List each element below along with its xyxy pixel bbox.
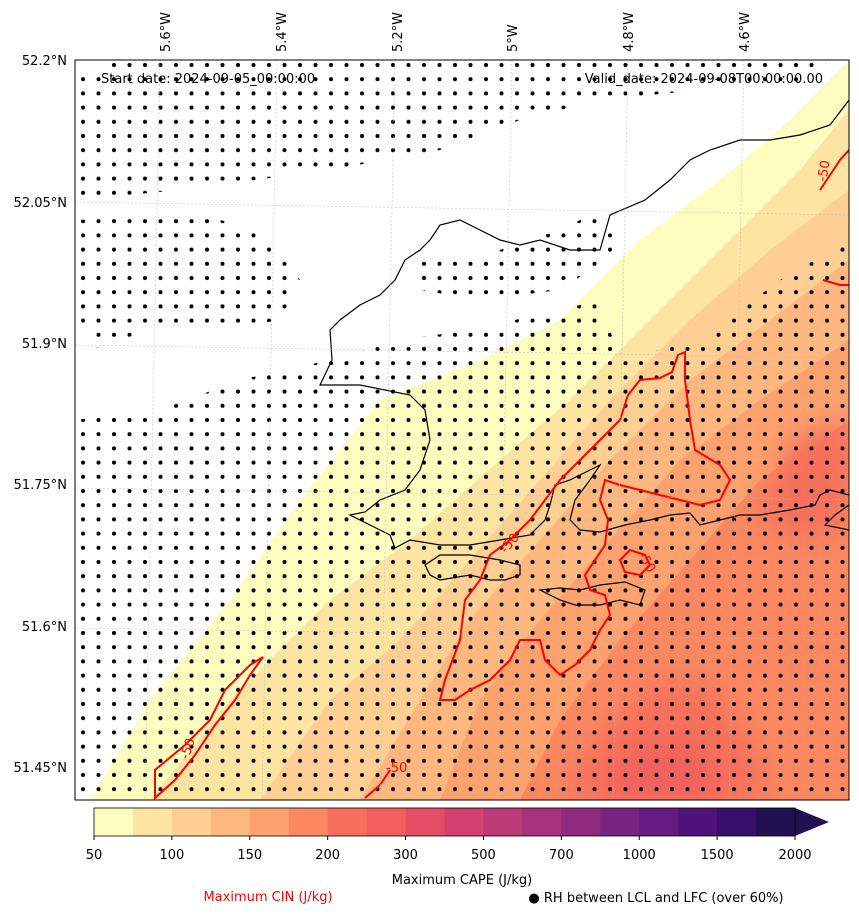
contour-label-1: -50 xyxy=(178,736,199,761)
lat-label-2: 52.05°N xyxy=(14,196,67,211)
colorbar-swatch xyxy=(483,808,523,836)
lon-label-6: 4.6°W xyxy=(738,12,753,52)
lon-label-4: 5°W xyxy=(506,24,521,52)
map-panel xyxy=(75,60,849,800)
colorbar-tick-label: 50 xyxy=(86,848,103,863)
colorbar-swatch xyxy=(717,808,757,836)
contour-label-5: -50 xyxy=(815,159,833,183)
colorbar-swatch xyxy=(288,808,329,836)
colorbar-swatch xyxy=(405,808,445,836)
colorbar-swatch xyxy=(249,808,290,836)
lon-label-3: 5.2°W xyxy=(391,12,406,52)
cin-legend: Maximum CIN (J/kg) xyxy=(203,890,332,905)
colorbar-tick-label: 100 xyxy=(159,848,184,863)
colorbar-swatch xyxy=(444,808,484,836)
colorbar-swatches xyxy=(94,808,796,836)
graticule xyxy=(75,60,849,800)
lat-label-4: 51.75°N xyxy=(14,478,67,493)
colorbar-tick-label: 1500 xyxy=(701,848,734,863)
rh-legend: ● RH between LCL and LFC (over 60%) xyxy=(528,891,783,906)
contour-label-2: -50 xyxy=(386,761,407,776)
colorbar-swatch xyxy=(561,808,601,836)
lat-label-3: 51.9°N xyxy=(22,337,67,352)
coastline xyxy=(319,99,849,606)
colorbar-swatch xyxy=(94,808,134,836)
valid-date: Valid_date: 2024-09-08T00:00:00.00 xyxy=(585,72,823,87)
colorbar-swatch xyxy=(522,808,562,836)
colorbar-label: Maximum CAPE (J/kg) xyxy=(392,873,532,888)
colorbar: 50 100 150 200 300 500 700 1000 1500 2000 Maximum… xyxy=(86,807,829,888)
start-date: Start date: 2024-09-05_00:00:00 xyxy=(101,72,315,87)
colorbar-swatch xyxy=(366,808,407,836)
lat-label-1: 52.2°N xyxy=(22,54,67,69)
lon-labels: 5.6°W 5.4°W 5.2°W 5°W 4.8°W 4.6°W xyxy=(159,12,753,52)
rh-stippling xyxy=(75,60,849,800)
colorbar-swatch xyxy=(756,808,796,836)
lat-label-6: 51.45°N xyxy=(14,761,67,776)
lon-label-5: 4.8°W xyxy=(622,12,637,52)
colorbar-extend-arrow xyxy=(795,808,829,836)
map-frame xyxy=(74,59,850,801)
colorbar-tick-label: 300 xyxy=(393,848,418,863)
colorbar-tick-label: 150 xyxy=(237,848,262,863)
colorbar-tick-label: 1000 xyxy=(623,848,656,863)
colorbar-ticks: 50 100 150 200 300 500 700 1000 1500 2000 xyxy=(86,836,812,863)
lat-labels: 52.2°N 52.05°N 51.9°N 51.75°N 51.6°N 51.… xyxy=(14,54,67,776)
colorbar-tick-label: 2000 xyxy=(778,848,811,863)
colorbar-tick-label: 200 xyxy=(315,848,340,863)
lon-label-2: 5.4°W xyxy=(275,12,290,52)
colorbar-tick-label: 700 xyxy=(549,848,574,863)
colorbar-swatch xyxy=(171,808,212,836)
colorbar-swatch xyxy=(678,808,718,836)
colorbar-tick-label: 500 xyxy=(471,848,496,863)
lat-label-5: 51.6°N xyxy=(22,620,67,635)
colorbar-swatch xyxy=(132,808,173,836)
colorbar-swatch xyxy=(600,808,640,836)
lon-label-1: 5.6°W xyxy=(159,12,174,52)
colorbar-swatch xyxy=(327,808,368,836)
colorbar-outline xyxy=(93,807,796,837)
colorbar-swatch xyxy=(639,808,679,836)
cin-contours xyxy=(154,149,849,800)
colorbar-swatch xyxy=(210,808,251,836)
